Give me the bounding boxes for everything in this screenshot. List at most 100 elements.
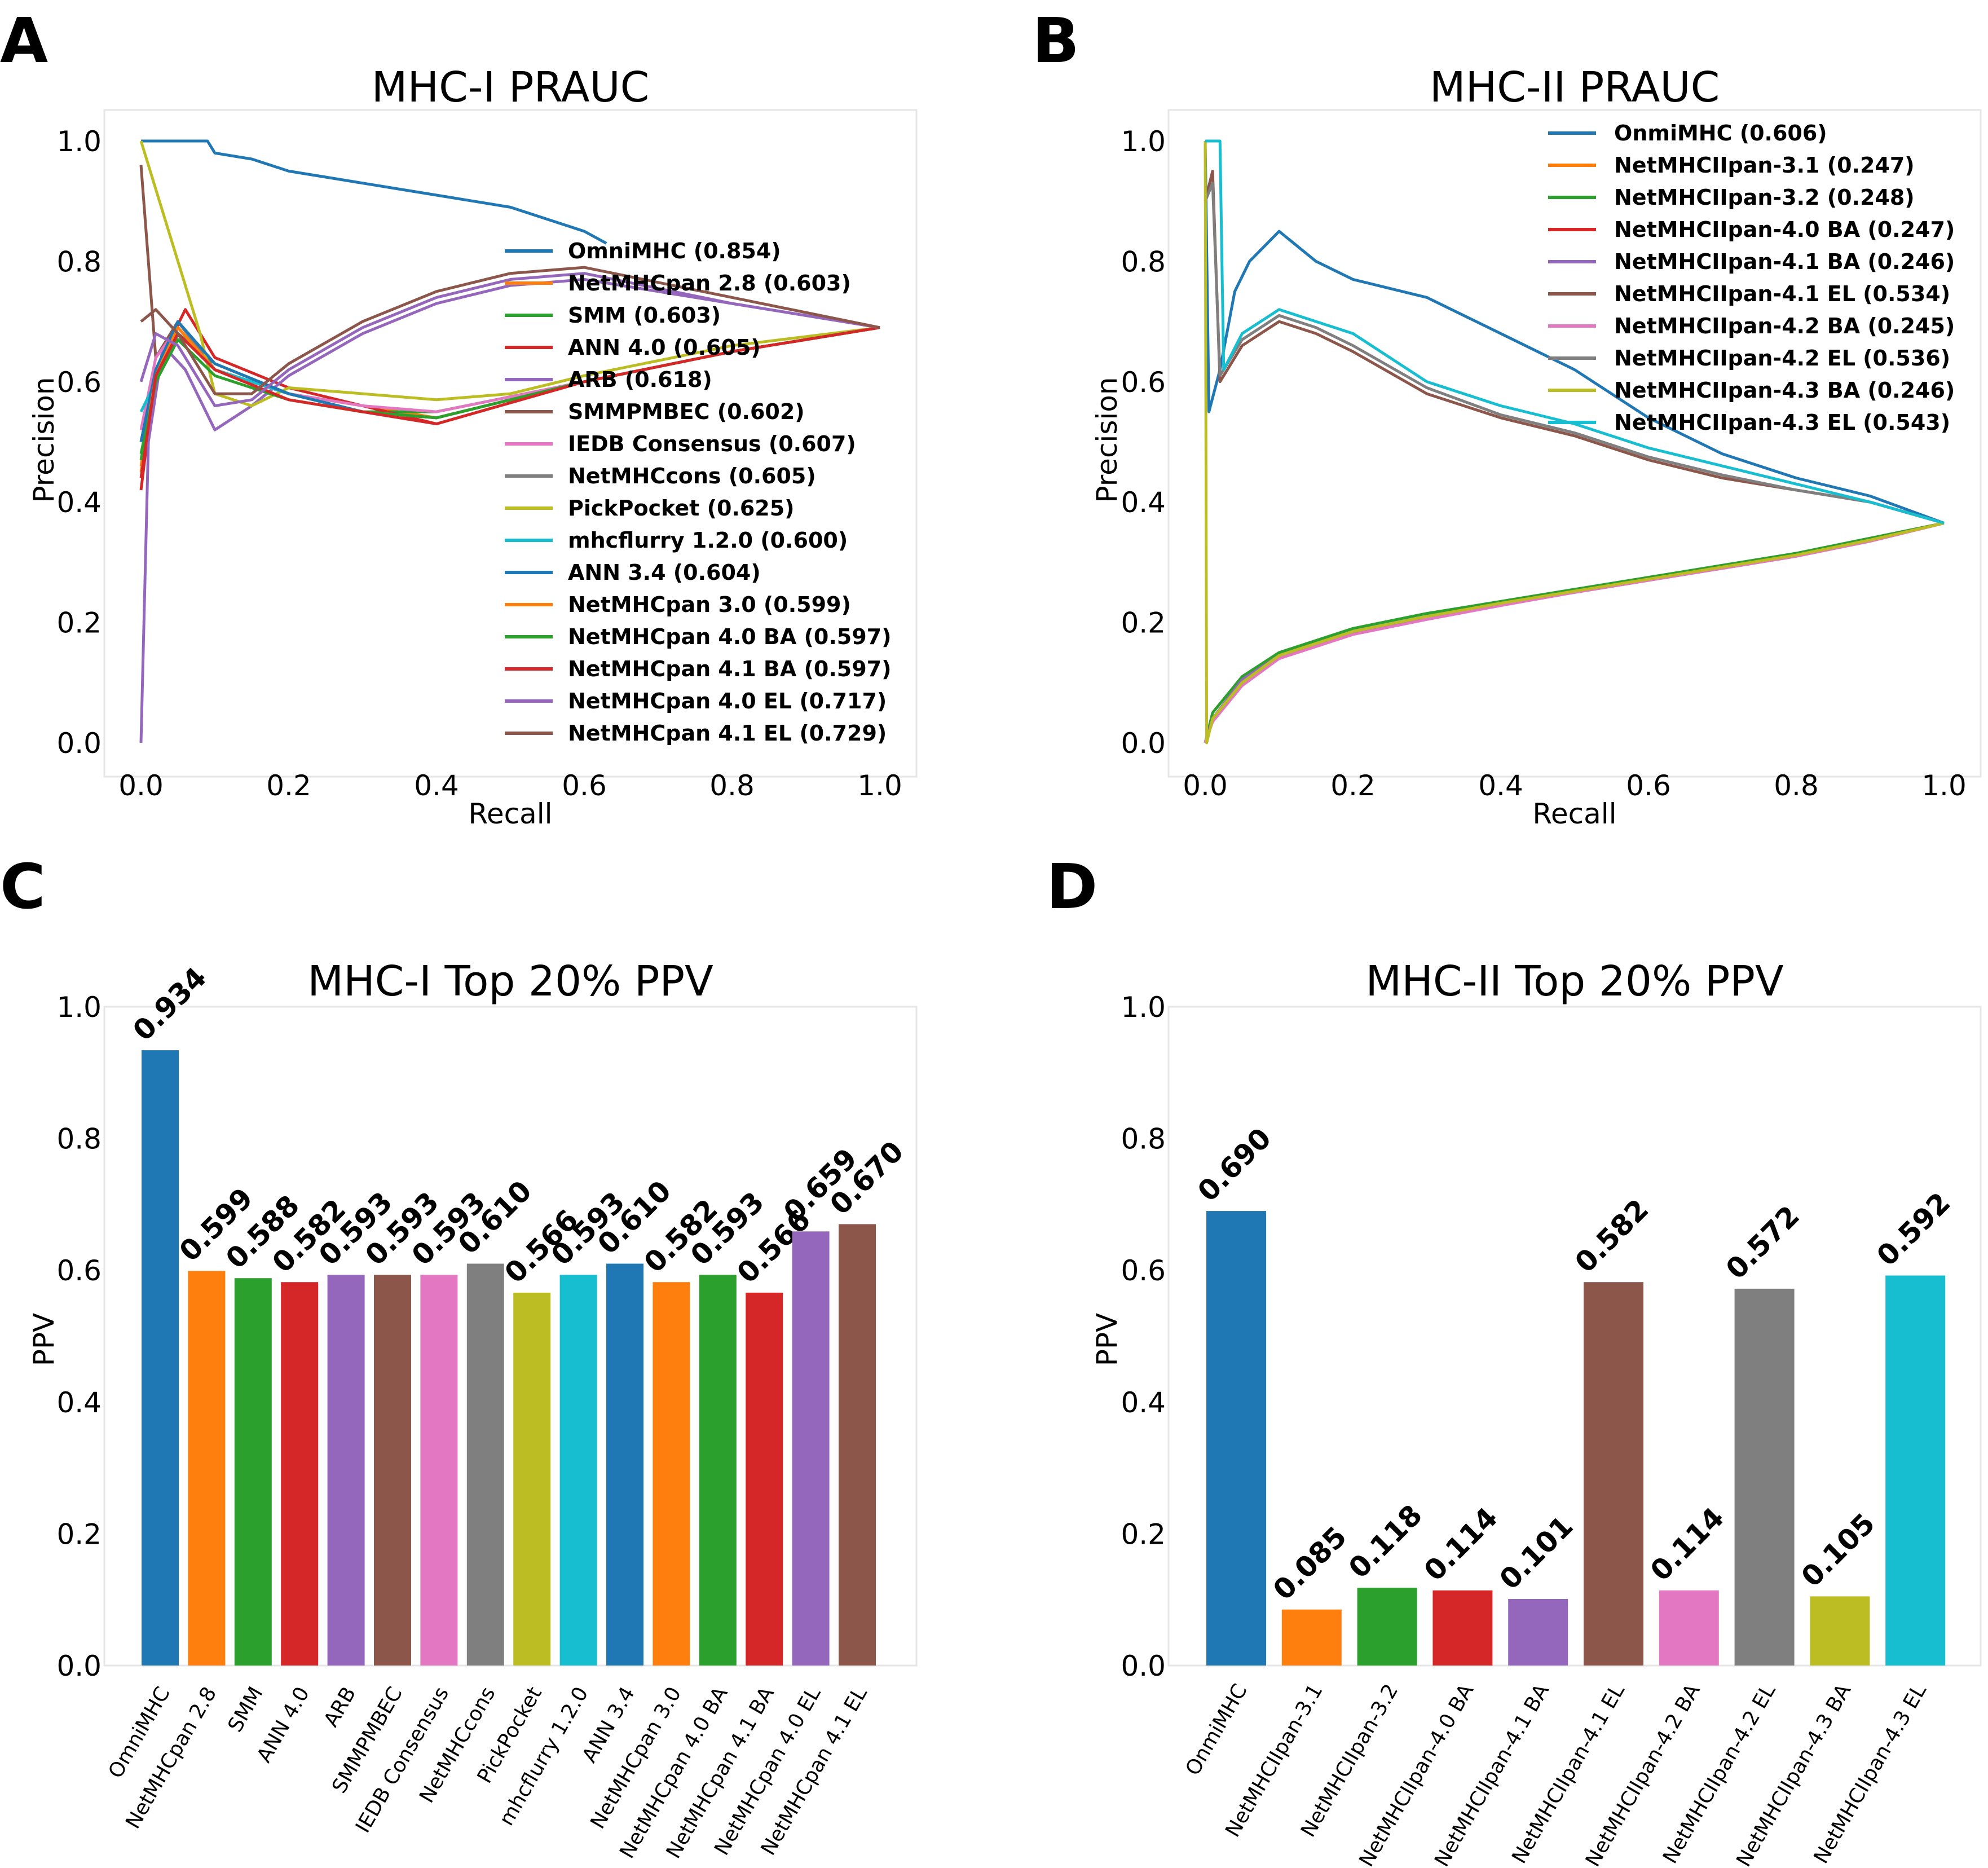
series-line [1204,522,1945,743]
bar [420,1275,458,1666]
y-axis-label: Precision [28,377,60,503]
panel-letter: D [1046,851,1097,923]
bar [188,1271,226,1666]
bar [513,1292,551,1666]
bar [1810,1596,1870,1666]
y-tick-label: 0.4 [1121,1386,1166,1419]
bar-value-label: 0.101 [1493,1510,1580,1596]
x-tick-label: 0.4 [414,769,459,802]
series-line [139,326,880,478]
bar [1508,1599,1568,1666]
panel-letter: A [0,5,48,77]
legend-entry: NetMHCpan 4.0 EL (0.717) [568,689,887,713]
bar [1734,1288,1795,1666]
bar [1281,1609,1342,1666]
bar [1206,1211,1266,1666]
chart-title: MHC-I PRAUC [372,63,650,112]
bar [559,1275,597,1666]
y-tick-label: 0.0 [56,727,102,760]
bar-value-label: 0.690 [1191,1122,1277,1208]
y-tick-label: 0.2 [1121,607,1166,640]
bar [1885,1275,1946,1666]
legend-entry: NetMHCIIpan-4.3 BA (0.246) [1614,378,1955,403]
legend-entry: NetMHCpan 4.1 BA (0.597) [568,657,891,681]
y-axis-label: PPV [1091,1313,1123,1367]
legend-entry: NetMHCIIpan-4.1 EL (0.534) [1614,281,1950,306]
x-category-label: OnmiMHC [1182,1680,1252,1779]
x-tick-label: 1.0 [1921,769,1967,802]
bar-value-label: 0.118 [1342,1499,1429,1585]
panel-a-precision-recall-mhc1: A MHC-I PRAUC Recall Precision 0.0 0.2 0.4… [0,5,918,830]
series-line [141,139,607,245]
y-tick-label: 0.8 [56,1123,102,1156]
legend-entry: ARB (0.618) [568,367,712,392]
legend-entry: NetMHCpan 3.0 (0.599) [568,592,851,617]
x-axis-label: Recall [468,798,552,830]
legend-entry: NetMHCIIpan-4.3 EL (0.543) [1614,410,1950,435]
series-line [140,266,880,395]
legend-entry: NetMHCcons (0.605) [568,464,816,488]
legend-entry: SMM (0.603) [568,303,721,328]
y-tick-label: 0.6 [56,1254,102,1287]
x-tick-label: 0.8 [1774,769,1819,802]
plot-frame [103,109,918,778]
legend-entry: NetMHCIIpan-4.0 BA (0.247) [1614,217,1955,242]
axis-ticks: 0.0 0.2 0.4 0.6 0.8 1.0 [56,991,102,1682]
y-tick-label: 0.2 [56,607,102,640]
bar [839,1224,876,1666]
y-axis-label: PPV [28,1313,60,1367]
panel-letter: B [1032,5,1079,77]
plot-frame [1167,1006,1982,1667]
bar-value-label: 0.572 [1720,1200,1806,1286]
bar [1584,1282,1643,1666]
x-tick-label: 1.0 [857,769,902,802]
y-axis-label: Precision [1091,377,1123,503]
axis-ticks: 0.0 0.2 0.4 0.6 0.8 1.0 0.0 0.2 0.4 0.6 0.8 1.0 [1121,125,1966,802]
legend-entry: NetMHCIIpan-4.2 EL (0.536) [1614,346,1950,371]
legend-entry: NetMHCpan 4.1 EL (0.729) [568,721,887,746]
y-tick-label: 1.0 [1121,991,1166,1024]
x-tick-label: 0.2 [1330,769,1376,802]
bar [606,1263,643,1666]
series-line [1204,140,1945,744]
panel-letter: C [0,851,46,923]
y-tick-label: 0.2 [56,1518,102,1550]
x-tick-label: 0.0 [118,769,164,802]
y-tick-label: 0.2 [1121,1518,1166,1550]
series-line [139,140,880,407]
x-tick-label: 0.6 [562,769,607,802]
series-lines [1204,139,1945,744]
plot-frame [103,1006,918,1667]
panel-c-top20-ppv-mhc1: C MHC-I Top 20% PPV PPV 0.0 0.2 0.4 0.6 0.8 1… [0,851,918,1862]
series-line [1204,140,1945,525]
bar [1357,1588,1417,1666]
series-line [139,272,880,407]
x-category-label: SMM [224,1683,268,1736]
legend-entry: ANN 3.4 (0.604) [568,560,761,585]
bar [374,1275,411,1666]
plot-frame [1167,109,1982,778]
bar [466,1263,504,1666]
legend-entry: NetMHCpan 2.8 (0.603) [568,271,851,296]
legend-entry: NetMHCIIpan-4.1 BA (0.246) [1614,249,1955,274]
y-tick-label: 0.4 [56,1386,102,1419]
x-tick-label: 0.6 [1626,769,1671,802]
bar [1659,1590,1719,1666]
bar-value-label: 0.934 [126,961,213,1047]
bar [142,1050,179,1666]
x-axis-label: Recall [1532,798,1616,830]
bar-value-label: 0.114 [1644,1501,1730,1587]
bar [792,1231,830,1666]
x-tick-label: 0.0 [1183,769,1228,802]
bar-value-label: 0.114 [1418,1501,1504,1587]
y-tick-label: 0.4 [1121,486,1166,519]
bars: 0.690OnmiMHC0.085NetMHCIIpan-3.10.118Net… [1182,1122,1957,1868]
series-line [1204,522,1945,743]
y-tick-label: 0.8 [1121,1123,1166,1156]
x-tick-label: 0.8 [709,769,755,802]
bar [281,1282,319,1666]
y-tick-label: 0.6 [1121,366,1166,399]
legend-entry: OnmiMHC (0.606) [1614,121,1827,146]
series-line [1205,139,1945,525]
